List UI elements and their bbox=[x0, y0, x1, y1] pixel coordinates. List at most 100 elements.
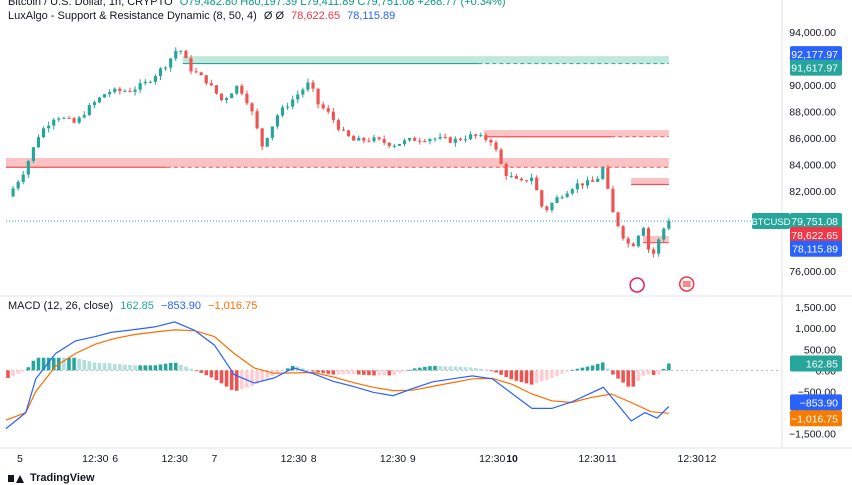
macd-hist-bar bbox=[570, 369, 575, 371]
indicator-name[interactable]: LuxAlgo - Support & Resistance Dynamic (… bbox=[8, 10, 257, 22]
macd-tag-label: −853.90 bbox=[800, 397, 838, 409]
candle-body bbox=[580, 183, 585, 186]
candle-body bbox=[347, 130, 351, 137]
macd-hist-bar bbox=[519, 370, 524, 383]
macd-hist-bar bbox=[362, 370, 366, 375]
price-tag-symbol-bg bbox=[752, 213, 790, 230]
macd-hist-bar bbox=[234, 370, 239, 391]
macd-hist-bar bbox=[77, 358, 81, 371]
candle-body bbox=[164, 67, 168, 69]
candle-body bbox=[47, 125, 51, 129]
candle-body bbox=[504, 163, 508, 176]
candle-body bbox=[341, 129, 346, 131]
candle-body bbox=[67, 117, 71, 119]
candle-body bbox=[474, 134, 478, 136]
time-tick-label: 5 bbox=[17, 453, 23, 465]
candle-body bbox=[621, 226, 625, 239]
macd-hist-bar bbox=[260, 370, 264, 382]
macd-tick-label: 1,500.00 bbox=[795, 302, 836, 314]
candle-body bbox=[509, 175, 513, 177]
macd-hist-bar bbox=[184, 366, 188, 371]
price-tag-bg bbox=[790, 240, 842, 257]
price-tick-label: 82,000.00 bbox=[789, 186, 836, 198]
candle-body bbox=[21, 174, 25, 182]
macd-hist-bar bbox=[138, 365, 142, 371]
macd-hist-bar bbox=[224, 370, 229, 387]
macd-hist-bar bbox=[372, 370, 376, 376]
tradingview-logo-text: TradingView bbox=[30, 472, 95, 484]
candle-body bbox=[153, 76, 157, 82]
macd-line-value: −853.90 bbox=[160, 300, 202, 312]
candle-body bbox=[596, 178, 600, 182]
macd-hist-bar bbox=[641, 370, 646, 376]
macd-hist-bar bbox=[626, 370, 630, 387]
candle-body bbox=[377, 137, 381, 140]
candle-body bbox=[41, 128, 46, 138]
macd-hist-bar bbox=[585, 366, 590, 371]
price-tag-label: 78,115.89 bbox=[792, 244, 838, 256]
price-tick-label: 90,000.00 bbox=[789, 80, 836, 92]
macd-hist-bar bbox=[280, 370, 285, 372]
candle-body bbox=[575, 183, 579, 190]
macd-hist-bar bbox=[595, 363, 600, 371]
macd-hist-bar bbox=[153, 365, 158, 371]
price-tag-label: 79,751.08 bbox=[791, 216, 838, 228]
macd-hist-bar bbox=[377, 370, 381, 376]
macd-hist-bar bbox=[636, 370, 641, 382]
time-tick-label: 12:30 bbox=[479, 453, 505, 465]
candle-body bbox=[158, 68, 163, 77]
macd-hist-bar bbox=[336, 370, 341, 375]
price-tag-label: 78,622.65 bbox=[791, 230, 838, 242]
candle-body bbox=[143, 81, 147, 84]
macd-hist-bar bbox=[448, 366, 453, 371]
macd-hist-bar bbox=[463, 367, 468, 371]
candle-body bbox=[636, 235, 640, 247]
macd-tick-label: 500.00 bbox=[804, 344, 836, 356]
candle-body bbox=[92, 102, 96, 106]
macd-hist-bar bbox=[661, 368, 666, 371]
macd-hist-bar bbox=[97, 362, 102, 371]
price-tag: 78,622.65 bbox=[790, 226, 842, 243]
macd-hist-bar bbox=[524, 370, 529, 384]
macd-header[interactable]: MACD (12, 26, close) 162.85 −853.90 −1,0… bbox=[8, 300, 257, 312]
time-tick-label: 10 bbox=[506, 453, 518, 465]
macd-hist-bar bbox=[26, 367, 31, 371]
candle-body bbox=[499, 149, 503, 164]
macd-hist-bar bbox=[468, 367, 473, 371]
macd-hist-bar bbox=[367, 370, 371, 376]
macd-hist-bar bbox=[412, 368, 417, 371]
macd-hist-bar bbox=[545, 370, 549, 380]
candle-body bbox=[336, 120, 340, 130]
macd-hist-bar bbox=[351, 370, 356, 375]
candle-body bbox=[87, 105, 91, 116]
candle-body bbox=[524, 180, 529, 182]
time-tick-label: 12:30 bbox=[82, 453, 108, 465]
macd-hist-bar bbox=[306, 369, 310, 371]
macd-hist-bar bbox=[16, 370, 20, 374]
candle-body bbox=[535, 177, 539, 191]
macd-tag: 162.85 bbox=[790, 355, 842, 372]
macd-hist-bar bbox=[529, 370, 534, 385]
time-tick-label: 6 bbox=[112, 453, 118, 465]
candle-body bbox=[433, 138, 437, 140]
price-tick-label: 88,000.00 bbox=[789, 107, 836, 119]
indicator-header[interactable]: LuxAlgo - Support & Resistance Dynamic (… bbox=[8, 10, 395, 22]
candle-body bbox=[189, 58, 193, 72]
macd-hist-bar bbox=[179, 364, 183, 371]
macd-hist-bar bbox=[387, 370, 392, 376]
macd-hist-bar bbox=[11, 370, 15, 376]
price-tick-label: 76,000.00 bbox=[789, 266, 836, 278]
macd-hist-bar bbox=[555, 370, 559, 376]
candle-body bbox=[179, 50, 183, 52]
candle-body bbox=[128, 90, 132, 92]
candle-body bbox=[57, 118, 61, 120]
macd-hist-bar bbox=[46, 357, 51, 371]
candle-body bbox=[565, 193, 569, 198]
candle-body bbox=[555, 197, 559, 203]
macd-hist-bar bbox=[173, 362, 178, 371]
macd-hist-bar bbox=[382, 370, 386, 376]
candle-body bbox=[62, 117, 66, 119]
candle-body bbox=[97, 97, 102, 103]
macd-hist-bar bbox=[611, 370, 615, 375]
macd-label[interactable]: MACD (12, 26, close) bbox=[8, 300, 114, 312]
